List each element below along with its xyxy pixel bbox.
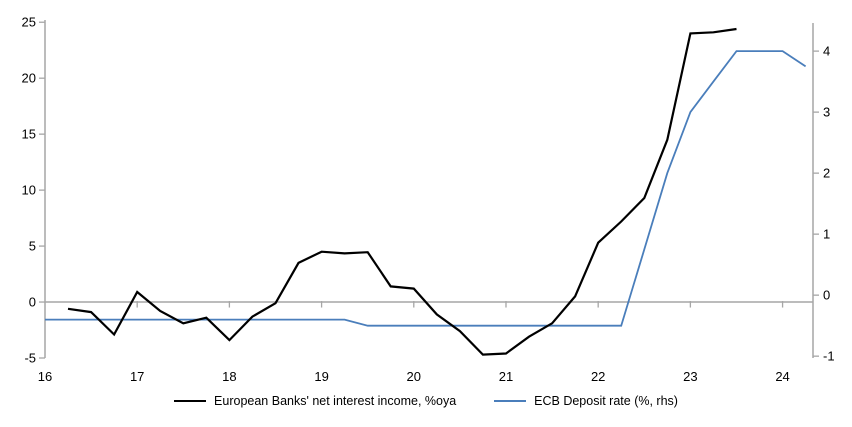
right-axis-tick-label: 4 (823, 44, 830, 59)
left-axis-tick-label: 25 (22, 15, 36, 30)
x-axis-label: 16 (38, 369, 52, 384)
legend-label-ecb: ECB Deposit rate (%, rhs) (534, 394, 678, 408)
x-axis-label: 20 (407, 369, 421, 384)
x-axis-label: 18 (222, 369, 236, 384)
left-axis-tick-label: 5 (29, 239, 36, 254)
ecb-series-line (45, 50, 807, 327)
x-axis-label: 19 (314, 369, 328, 384)
legend-label-nii: European Banks' net interest income, %oy… (214, 394, 457, 408)
x-axis-label: 17 (130, 369, 144, 384)
x-axis-label: 24 (775, 369, 789, 384)
right-axis-tick-label: 0 (823, 288, 830, 303)
left-axis-tick-label: 15 (22, 127, 36, 142)
right-axis-tick-label: 3 (823, 105, 830, 120)
left-axis-tick-label: -5 (24, 351, 36, 366)
left-axis-tick-label: 20 (22, 71, 36, 86)
right-axis-tick-label: -1 (823, 349, 835, 364)
x-axis-label: 21 (499, 369, 513, 384)
right-axis-tick-label: 2 (823, 166, 830, 181)
left-axis-tick-label: 10 (22, 183, 36, 198)
x-axis-label: 23 (683, 369, 697, 384)
chart-legend: European Banks' net interest income, %oy… (0, 394, 852, 408)
ecb-line-swatch (494, 400, 527, 402)
nii-line-swatch (174, 400, 207, 402)
legend-item-ecb: ECB Deposit rate (%, rhs) (494, 394, 678, 408)
left-axis-tick-label: 0 (29, 295, 36, 310)
nii-series-line (67, 27, 737, 356)
x-axis-label: 22 (591, 369, 605, 384)
legend-item-nii: European Banks' net interest income, %oy… (174, 394, 456, 408)
right-axis-tick-label: 1 (823, 227, 830, 242)
